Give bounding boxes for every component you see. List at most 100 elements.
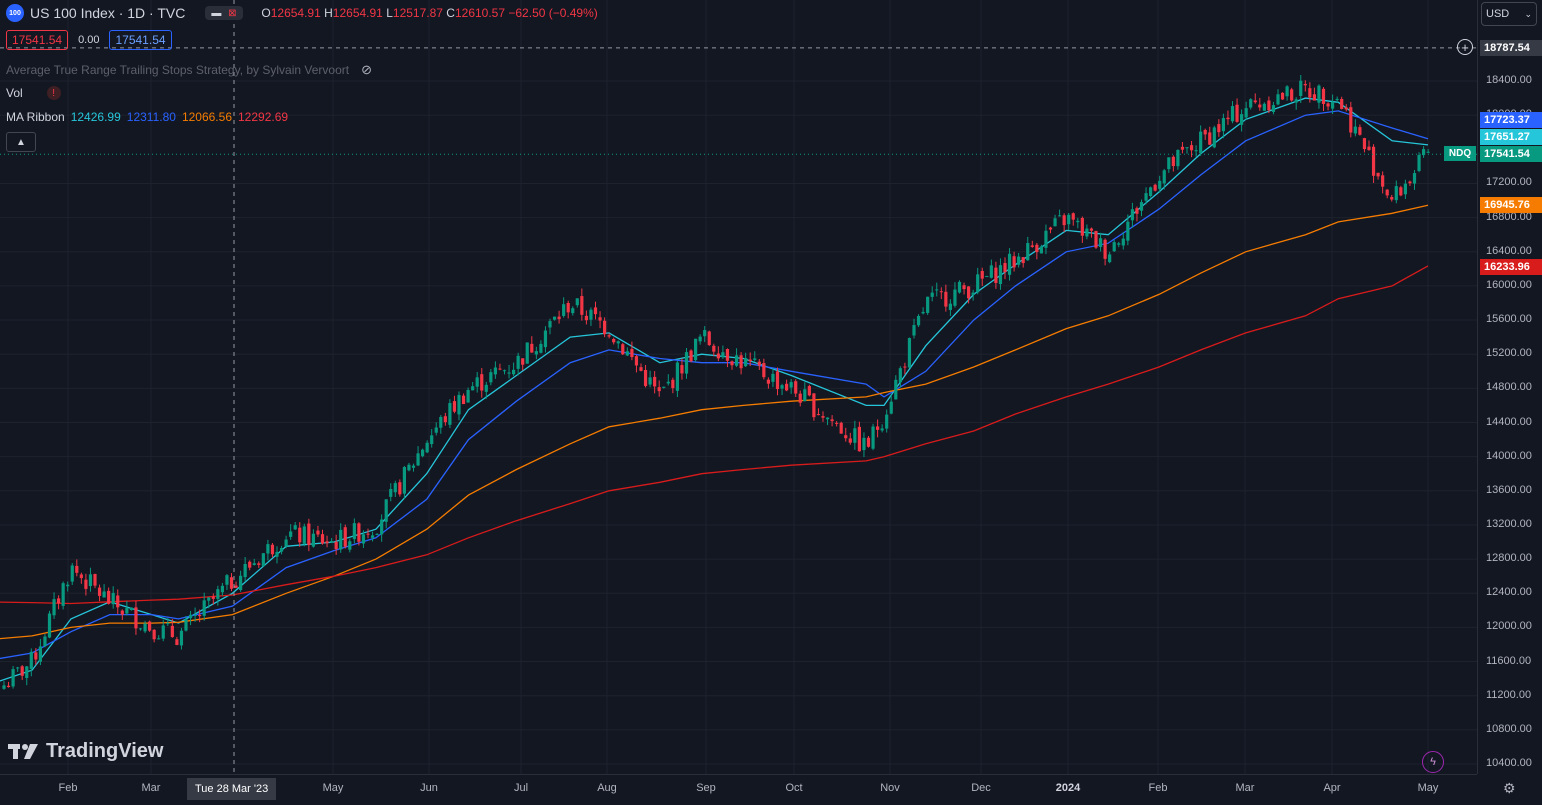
candle-body xyxy=(794,381,798,394)
chart-area[interactable]: 100 US 100 Index · 1D · TVC ▬ ⊠ O12654.9… xyxy=(0,0,1477,774)
candle-body xyxy=(1367,146,1371,151)
eye-hidden-icon[interactable]: ⊘ xyxy=(361,62,372,77)
vol-name[interactable]: Vol xyxy=(6,86,23,100)
vol-legend[interactable]: Vol ! xyxy=(6,86,61,100)
candle-body xyxy=(1217,124,1221,133)
lightning-icon[interactable]: ϟ xyxy=(1422,751,1444,773)
candle-body xyxy=(1290,89,1294,101)
candle-body xyxy=(753,358,757,360)
candle-body xyxy=(571,308,575,314)
tradingview-logo-icon xyxy=(8,743,38,759)
candle-body xyxy=(1349,107,1353,133)
candle-body xyxy=(521,358,525,365)
candle-body xyxy=(716,353,720,359)
candle-body xyxy=(1303,83,1307,86)
candle-body xyxy=(1048,227,1053,230)
candle-body xyxy=(1089,228,1094,231)
candle-body xyxy=(175,639,179,645)
candle-body xyxy=(1153,184,1157,191)
candle-body xyxy=(1189,145,1194,151)
candle-body xyxy=(1326,103,1330,107)
candle-body xyxy=(43,636,47,647)
candle-body xyxy=(1426,151,1430,153)
candle-body xyxy=(152,629,156,640)
settings-gear-icon[interactable]: ⚙ xyxy=(1503,780,1516,796)
candle-body xyxy=(653,376,657,387)
candle-body xyxy=(994,267,998,284)
candle-body xyxy=(107,590,111,604)
candle-body xyxy=(211,596,215,599)
candle-body xyxy=(998,265,1003,285)
buy-button[interactable]: 17541.54 xyxy=(109,30,172,50)
candle-body xyxy=(398,482,402,495)
candle-body xyxy=(348,541,352,550)
candle-body xyxy=(270,544,275,555)
time-tick-label: Mar xyxy=(1235,782,1255,794)
sell-button[interactable]: 17541.54 xyxy=(6,30,69,50)
ma-ribbon-name[interactable]: MA Ribbon xyxy=(6,110,65,124)
candle-body xyxy=(898,368,902,383)
time-tick-label: Sep xyxy=(696,782,716,794)
candle-body xyxy=(543,330,548,348)
currency-label: USD xyxy=(1486,8,1510,20)
ma-ribbon-legend[interactable]: MA Ribbon 12426.99 12311.80 12066.56 122… xyxy=(6,110,288,124)
candle-body xyxy=(334,541,338,550)
candle-body xyxy=(926,296,930,313)
candle-body xyxy=(88,574,93,586)
strategy-name[interactable]: Average True Range Trailing Stops Strate… xyxy=(6,63,350,77)
price-scale[interactable]: 18400.0018000.0017200.0016800.0016400.00… xyxy=(1477,0,1542,774)
candle-body xyxy=(516,355,520,369)
candle-body xyxy=(97,587,102,596)
price-tag: 16945.76 xyxy=(1480,197,1542,213)
price-tick-label: 14800.00 xyxy=(1486,381,1532,394)
symbol-legend: 100 US 100 Index · 1D · TVC ▬ ⊠ O12654.9… xyxy=(6,4,598,22)
candle-body xyxy=(603,320,607,335)
time-scale[interactable]: Feb Mar May Jun Jul Aug Sep Oct Nov Dec 2024 Feb Mar… xyxy=(0,774,1516,805)
candle-body xyxy=(1067,214,1071,225)
currency-select[interactable]: USD ⌄ xyxy=(1481,2,1537,26)
candle-body xyxy=(967,286,971,299)
candle-body xyxy=(721,352,725,358)
price-chart[interactable] xyxy=(0,0,1477,774)
candle-body xyxy=(330,540,334,543)
tradingview-logo[interactable]: TradingView xyxy=(8,740,163,763)
minus-icon[interactable]: ▬ xyxy=(211,7,222,19)
hide-icon[interactable]: ⊠ xyxy=(228,7,237,19)
symbol-icon[interactable]: 100 xyxy=(6,4,24,22)
candle-body xyxy=(562,304,566,316)
candle-body xyxy=(493,367,497,375)
candle-body xyxy=(775,371,780,390)
warning-icon[interactable]: ! xyxy=(46,86,61,100)
candle-body xyxy=(1249,99,1253,108)
strategy-legend[interactable]: Average True Range Trailing Stops Strate… xyxy=(6,62,372,78)
candle-body xyxy=(384,499,388,522)
candle-body xyxy=(785,383,789,391)
candle-body xyxy=(1394,186,1398,201)
candle-body xyxy=(557,316,561,320)
add-plus-icon[interactable]: + xyxy=(1457,39,1473,55)
candle-body xyxy=(744,358,748,367)
candle-body xyxy=(757,361,761,366)
candle-body xyxy=(480,374,484,391)
candle-body xyxy=(689,350,693,362)
candle-body xyxy=(1044,230,1048,248)
candle-body xyxy=(143,623,147,632)
candle-body xyxy=(507,372,511,374)
candle-body xyxy=(20,666,24,676)
candle-body xyxy=(1062,215,1066,226)
candle-body xyxy=(1149,187,1153,197)
chevron-up-icon[interactable]: ▲ xyxy=(6,132,36,152)
symbol-title[interactable]: US 100 Index · 1D · TVC xyxy=(30,5,186,21)
candle-body xyxy=(188,614,193,619)
candle-body xyxy=(1221,118,1225,132)
candle-body xyxy=(1317,85,1321,103)
candle-body xyxy=(2,685,6,689)
candle-body xyxy=(120,610,124,615)
candle-body xyxy=(1381,175,1385,187)
candle-body xyxy=(530,343,534,353)
candle-body xyxy=(6,685,11,688)
candle-body xyxy=(1098,238,1103,247)
price-tag: 17723.37 xyxy=(1480,112,1542,128)
candle-body xyxy=(220,585,224,593)
legend-toggle[interactable]: ▬ ⊠ xyxy=(205,6,244,20)
